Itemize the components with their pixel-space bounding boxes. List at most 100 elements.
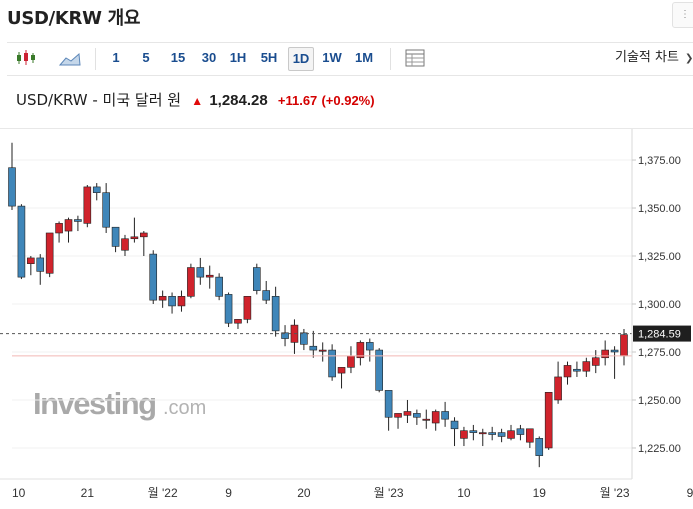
candle-body [422, 418, 431, 421]
candle[interactable] [601, 340, 609, 366]
candle[interactable] [45, 232, 54, 278]
candle[interactable] [573, 361, 581, 377]
candle[interactable] [441, 401, 449, 427]
table-view-icon[interactable] [402, 43, 428, 73]
candlestick-chart-icon[interactable] [13, 43, 39, 73]
candle[interactable] [394, 413, 402, 429]
candle[interactable] [253, 263, 261, 295]
candle-body [563, 365, 572, 378]
candle-body [582, 361, 591, 372]
candle[interactable] [158, 290, 167, 308]
candle[interactable] [507, 424, 515, 441]
candle[interactable] [215, 273, 223, 301]
candle[interactable] [55, 221, 63, 243]
candle[interactable] [149, 250, 158, 304]
candle-body [526, 428, 534, 443]
candle[interactable] [478, 428, 487, 447]
area-chart-icon[interactable] [57, 43, 83, 73]
last-price-badge [633, 325, 691, 342]
candle[interactable] [488, 426, 496, 441]
interval-1d[interactable]: 1D [288, 47, 314, 71]
candle[interactable] [130, 217, 139, 243]
candle[interactable] [318, 342, 327, 362]
candle[interactable] [300, 328, 308, 351]
candle[interactable] [64, 217, 73, 243]
interval-1m[interactable]: 1M [354, 50, 374, 65]
interval-5[interactable]: 5 [142, 50, 150, 65]
price-change-percent: (+0.92%) [321, 93, 375, 108]
candle[interactable] [554, 361, 562, 404]
candle[interactable] [168, 292, 176, 314]
candle[interactable] [337, 367, 346, 389]
price-change: +11.67 [277, 93, 318, 108]
candle[interactable] [8, 142, 16, 210]
candle[interactable] [205, 265, 214, 289]
candle[interactable] [196, 257, 205, 285]
candle[interactable] [469, 424, 478, 441]
candle[interactable] [328, 344, 336, 381]
candle[interactable] [262, 280, 271, 304]
candle[interactable] [121, 234, 129, 257]
interval-5h[interactable]: 5H [260, 50, 278, 65]
candle[interactable] [224, 292, 233, 328]
candle[interactable] [281, 325, 289, 347]
candle[interactable] [74, 215, 82, 232]
candle-body [168, 296, 176, 307]
candle-body [243, 296, 252, 320]
candle[interactable] [140, 231, 148, 257]
interval-1[interactable]: 1 [112, 50, 120, 65]
up-arrow-icon: ▲ [191, 94, 204, 108]
candle[interactable] [544, 391, 553, 450]
candle[interactable] [111, 226, 120, 253]
candle[interactable] [243, 296, 252, 324]
interval-15[interactable]: 15 [170, 50, 186, 65]
candle[interactable] [347, 346, 355, 374]
candle[interactable] [177, 290, 186, 312]
candle[interactable] [234, 319, 242, 329]
candle-body [318, 349, 327, 352]
price-chart[interactable]: Investing .com 1,284.59 1,375.00 1,350.00… [0, 128, 693, 504]
candle[interactable] [620, 328, 628, 366]
candle[interactable] [102, 183, 110, 233]
candle[interactable] [27, 256, 35, 276]
technical-chart-link[interactable]: 기술적 차트 ❯ [615, 43, 693, 73]
candle[interactable] [309, 330, 318, 358]
candle[interactable] [535, 436, 544, 468]
candle[interactable] [403, 399, 412, 424]
candle[interactable] [290, 319, 299, 354]
candle[interactable] [384, 390, 393, 431]
candle[interactable] [497, 428, 506, 443]
expand-icon[interactable]: ⋮ [672, 2, 693, 28]
candle[interactable] [563, 361, 572, 385]
candle[interactable] [375, 348, 384, 393]
candle[interactable] [591, 350, 600, 374]
candle[interactable] [526, 428, 534, 448]
candle-body [431, 411, 440, 424]
candle[interactable] [187, 263, 195, 299]
candle[interactable] [365, 338, 374, 362]
interval-30[interactable]: 30 [201, 50, 217, 65]
candle-body [413, 413, 421, 418]
candle-body [8, 167, 16, 207]
candle[interactable] [450, 417, 459, 447]
y-tick-label: 1,375.00 [638, 155, 681, 167]
candle-body [17, 205, 26, 278]
candle[interactable] [582, 357, 591, 377]
interval-1w[interactable]: 1W [322, 50, 342, 65]
candle[interactable] [36, 254, 45, 285]
candle-body [27, 257, 35, 264]
candle[interactable] [83, 184, 92, 228]
candle[interactable] [356, 340, 365, 366]
candle[interactable] [460, 426, 468, 447]
quote-header: USD/KRW - 미국 달러 원 ▲ 1,284.28 +11.67 (+0.… [16, 89, 375, 110]
candle-body [234, 319, 242, 324]
candle[interactable] [516, 424, 525, 441]
candle[interactable] [17, 204, 26, 280]
interval-1h[interactable]: 1H [229, 50, 247, 65]
candle[interactable] [92, 183, 101, 201]
candle[interactable] [271, 286, 280, 337]
candle[interactable] [610, 346, 619, 379]
candle[interactable] [413, 409, 421, 425]
candle[interactable] [422, 409, 431, 429]
candle[interactable] [431, 409, 440, 431]
